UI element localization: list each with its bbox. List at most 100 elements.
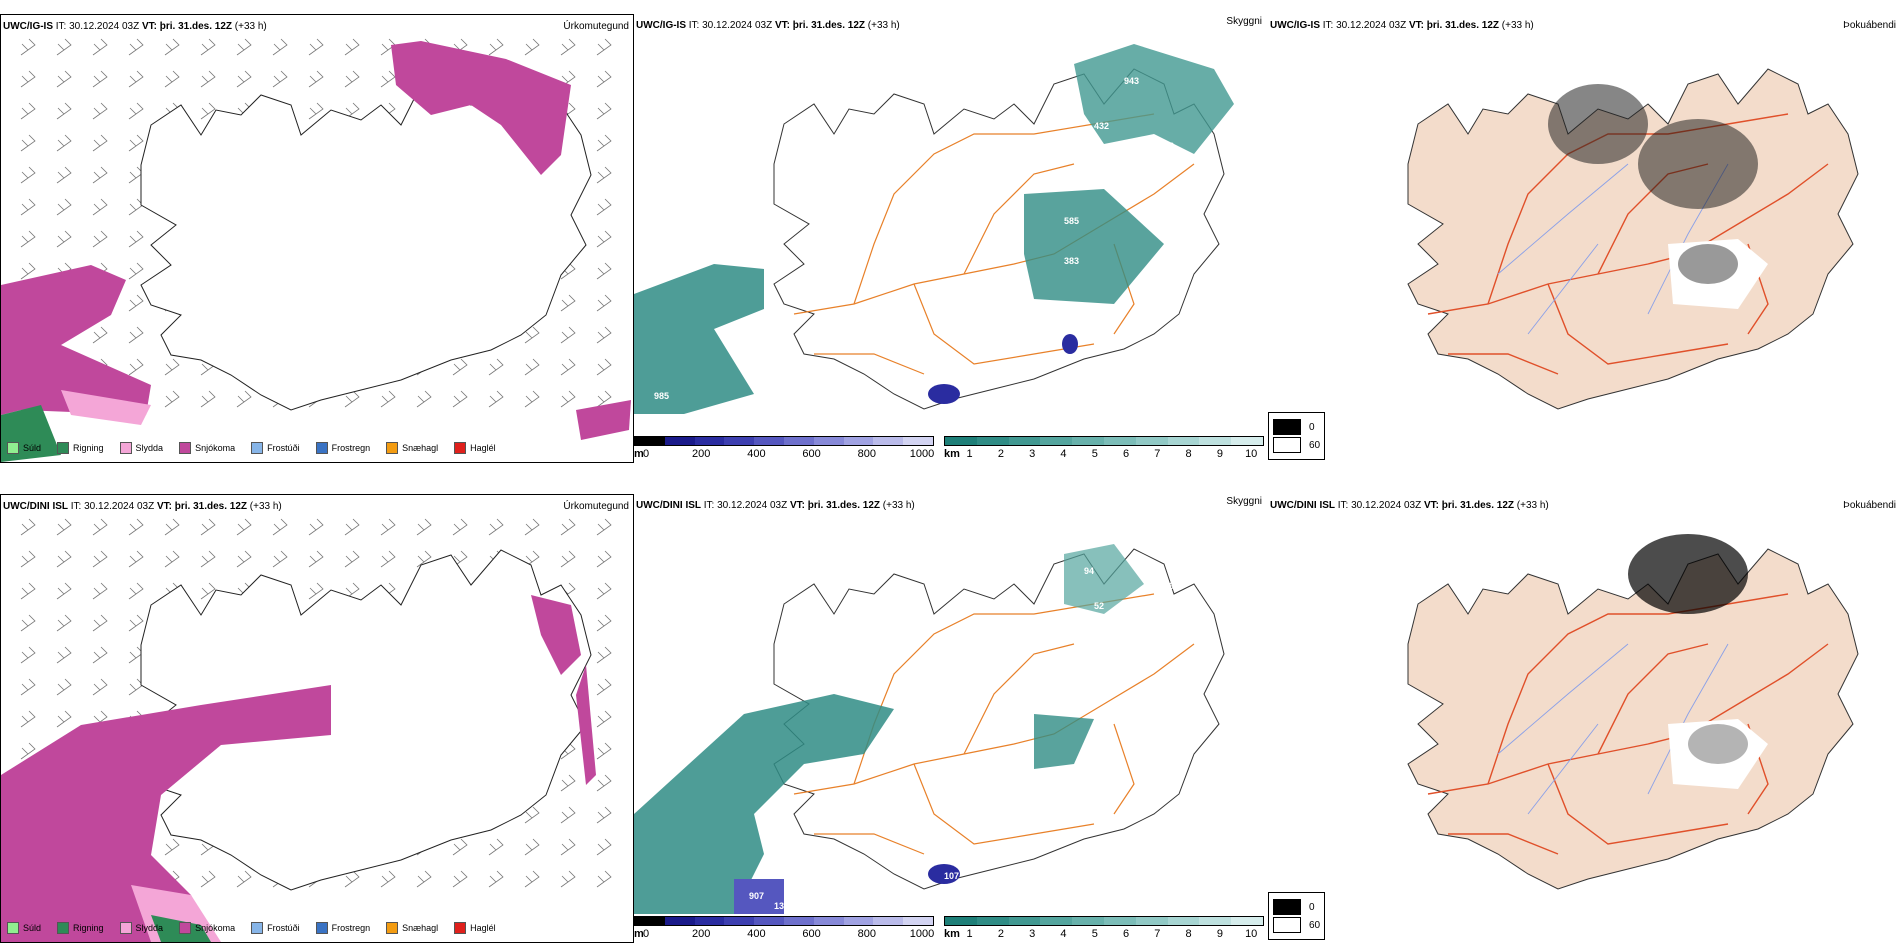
height-scale-ticks: m 0 200 400 600 800 1000 [634, 926, 934, 940]
low-height-spot [928, 384, 960, 404]
scale-tick: 1000 [909, 928, 935, 940]
legend-label: Snæhagl [402, 923, 439, 933]
wind-barb [92, 614, 108, 632]
cloud-height-label: 52 [1094, 601, 1104, 611]
scale-segment [1072, 917, 1104, 925]
wind-barb [56, 198, 72, 216]
wind-barb [596, 102, 612, 120]
wind-barb [20, 70, 36, 88]
scale-tick: 7 [1154, 928, 1161, 940]
scale-tick: 9 [1216, 448, 1223, 460]
precip-map [1, 518, 612, 942]
wind-barb [452, 358, 468, 376]
fog-key-swatch [1273, 437, 1301, 453]
panel-header: UWC/IG-IS IT: 30.12.2024 03Z VT: þri. 31… [636, 20, 900, 31]
scale-tick: 5 [1091, 928, 1098, 940]
snow-area-west [1, 265, 151, 415]
wind-barb [164, 518, 180, 536]
panel-title: Þokuábendi [1843, 500, 1896, 511]
road [963, 163, 1075, 275]
fog-key-label: 60 [1309, 919, 1321, 931]
wind-barb [596, 710, 612, 728]
wind-barb [524, 390, 540, 408]
wind-barb [92, 198, 108, 216]
wind-barb [200, 38, 216, 56]
wind-barb [20, 550, 36, 568]
fog-key-row: 0 [1273, 899, 1320, 915]
scale-segment [1199, 917, 1232, 925]
fog-spot [1638, 119, 1758, 209]
wind-barb [200, 518, 216, 536]
scale-segment [813, 437, 844, 445]
scale-tick: 3 [1029, 928, 1036, 940]
legend-item: Súld [7, 442, 41, 454]
wind-barb [560, 870, 576, 888]
wind-barb [524, 550, 540, 568]
wind-barb [344, 102, 360, 120]
wind-barb [56, 518, 72, 536]
legend-item: Frostúði [251, 442, 300, 454]
wind-barb [20, 646, 36, 664]
fog-key-row: 60 [1273, 917, 1320, 933]
scale-tick: 2 [997, 448, 1004, 460]
height-scale-bar [634, 916, 934, 926]
wind-barb [128, 70, 144, 88]
fog-key-swatch [1273, 899, 1301, 915]
wind-barb [128, 102, 144, 120]
wind-barb [524, 518, 540, 536]
wind-barb [524, 838, 540, 856]
panel-title: Þokuábendi [1843, 20, 1896, 31]
road [963, 643, 1075, 755]
wind-barb [560, 550, 576, 568]
scale-segment [976, 917, 1009, 925]
wind-barb [164, 390, 180, 408]
wind-barb [92, 646, 108, 664]
legend-label: Haglél [470, 923, 496, 933]
legend-label: Súld [23, 923, 42, 933]
wind-barb [92, 230, 108, 248]
scale-segment [1103, 917, 1136, 925]
cloud-height-label: 985 [654, 391, 669, 401]
cloud-map: 943 432 62 585 383 108 985 [634, 44, 1234, 414]
fog-key-row: 60 [1273, 437, 1320, 453]
panel-title: Skyggni [1226, 496, 1262, 507]
wind-barb [236, 550, 252, 568]
scale-segment [1167, 437, 1200, 445]
cloud-height-label: 954 [824, 761, 839, 771]
wind-barb [344, 70, 360, 88]
legend-item: Slydda [119, 922, 163, 934]
fog-key: 0 60 [1268, 892, 1326, 940]
scale-tick: 8 [1185, 448, 1192, 460]
panel-header: UWC/IG-IS IT: 30.12.2024 03Z VT: þri. 31… [1270, 20, 1534, 31]
wind-barb [416, 550, 432, 568]
wind-barb [164, 838, 180, 856]
fog-key-label: 0 [1309, 421, 1315, 433]
scale-segment [945, 917, 977, 925]
cloud-area-southwest [634, 694, 894, 914]
scale-unit: m [634, 448, 644, 460]
km-scale: km 1 2 3 4 5 6 7 8 9 10 [944, 916, 1264, 940]
road [814, 353, 925, 375]
wind-barb [488, 390, 504, 408]
wind-barb [92, 166, 108, 184]
wind-barb [380, 70, 396, 88]
legend-label: Rigning [73, 443, 104, 453]
sleet-area-west [61, 390, 151, 425]
wind-barb [380, 870, 396, 888]
scale-segment [976, 437, 1009, 445]
wind-barb [596, 134, 612, 152]
wind-barb [56, 134, 72, 152]
scale-segment [1008, 917, 1041, 925]
wind-barb [488, 838, 504, 856]
wind-barb [164, 70, 180, 88]
legend-swatch [7, 922, 19, 934]
cloud-panel-row2: UWC/DINI ISL IT: 30.12.2024 03Z VT: þri.… [634, 494, 1268, 941]
legend-swatch [251, 442, 264, 454]
road [1427, 163, 1829, 315]
wind-barb [596, 230, 612, 248]
wind-barb [200, 390, 216, 408]
scale-segment [1072, 437, 1104, 445]
legend-item: Frostregn [315, 442, 370, 454]
legend-swatch [315, 922, 328, 934]
scale-segment [783, 917, 814, 925]
